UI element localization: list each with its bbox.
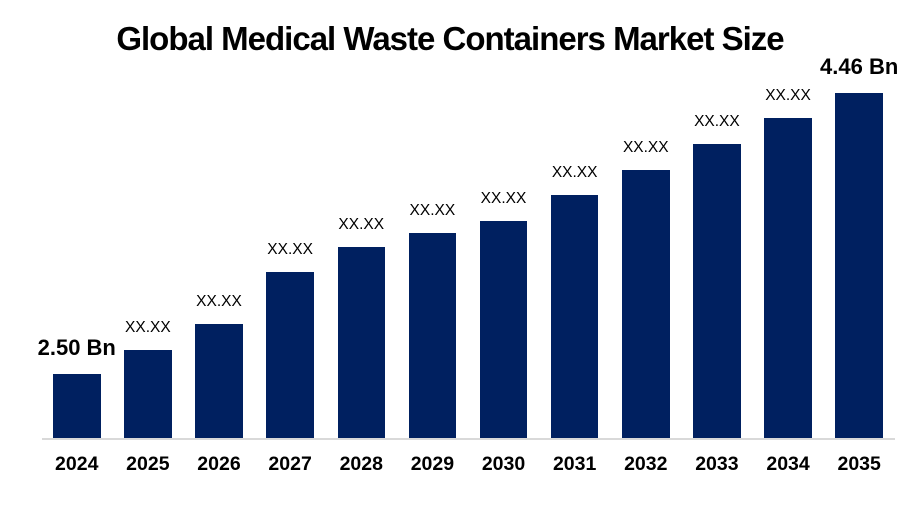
bar-value-label-2027: XX.XX <box>267 241 313 258</box>
bar-2027 <box>266 272 314 439</box>
x-tick-label-2025: 2025 <box>126 453 170 475</box>
x-tick-label-2034: 2034 <box>766 453 810 475</box>
bar-2026 <box>195 324 243 439</box>
bar-value-label-2025: XX.XX <box>125 319 171 336</box>
bar-value-label-2035: 4.46 Bn <box>820 54 899 79</box>
bar-2029 <box>408 233 457 439</box>
bar-value-label-2024: 2.50 Bn <box>37 335 116 360</box>
bar-value-label-2032: XX.XX <box>622 139 669 156</box>
bar-2025 <box>124 350 172 439</box>
bar-value-label-2029: XX.XX <box>409 202 456 219</box>
bar-2032 <box>622 170 670 439</box>
bar-2024 <box>53 374 101 439</box>
bar-value-label-2034: XX.XX <box>765 87 811 104</box>
bar-2030 <box>479 221 528 439</box>
x-axis-line <box>42 438 895 440</box>
x-tick-label-2031: 2031 <box>552 453 597 475</box>
bar-2035 <box>835 93 883 439</box>
bar-2034 <box>764 118 812 439</box>
bar-2031 <box>550 195 599 439</box>
x-tick-label-2032: 2032 <box>624 453 668 475</box>
bar-value-label-2031: XX.XX <box>551 164 598 181</box>
x-tick-label-2029: 2029 <box>410 453 455 475</box>
bar-2033 <box>693 144 741 439</box>
x-tick-label-2027: 2027 <box>268 453 312 475</box>
x-tick-label-2030: 2030 <box>481 453 526 475</box>
chart-title: Global Medical Waste Containers Market S… <box>116 20 784 57</box>
bar-value-label-2030: XX.XX <box>480 190 527 207</box>
bar-value-label-2033: XX.XX <box>694 113 740 130</box>
x-tick-label-2024: 2024 <box>55 453 99 475</box>
x-tick-label-2026: 2026 <box>197 453 241 475</box>
bar-2028 <box>337 247 386 439</box>
x-tick-label-2028: 2028 <box>339 453 383 475</box>
bar-value-label-2028: XX.XX <box>338 216 385 233</box>
x-tick-label-2033: 2033 <box>695 453 739 475</box>
x-tick-label-2035: 2035 <box>837 453 881 475</box>
bar-value-label-2026: XX.XX <box>196 293 242 310</box>
